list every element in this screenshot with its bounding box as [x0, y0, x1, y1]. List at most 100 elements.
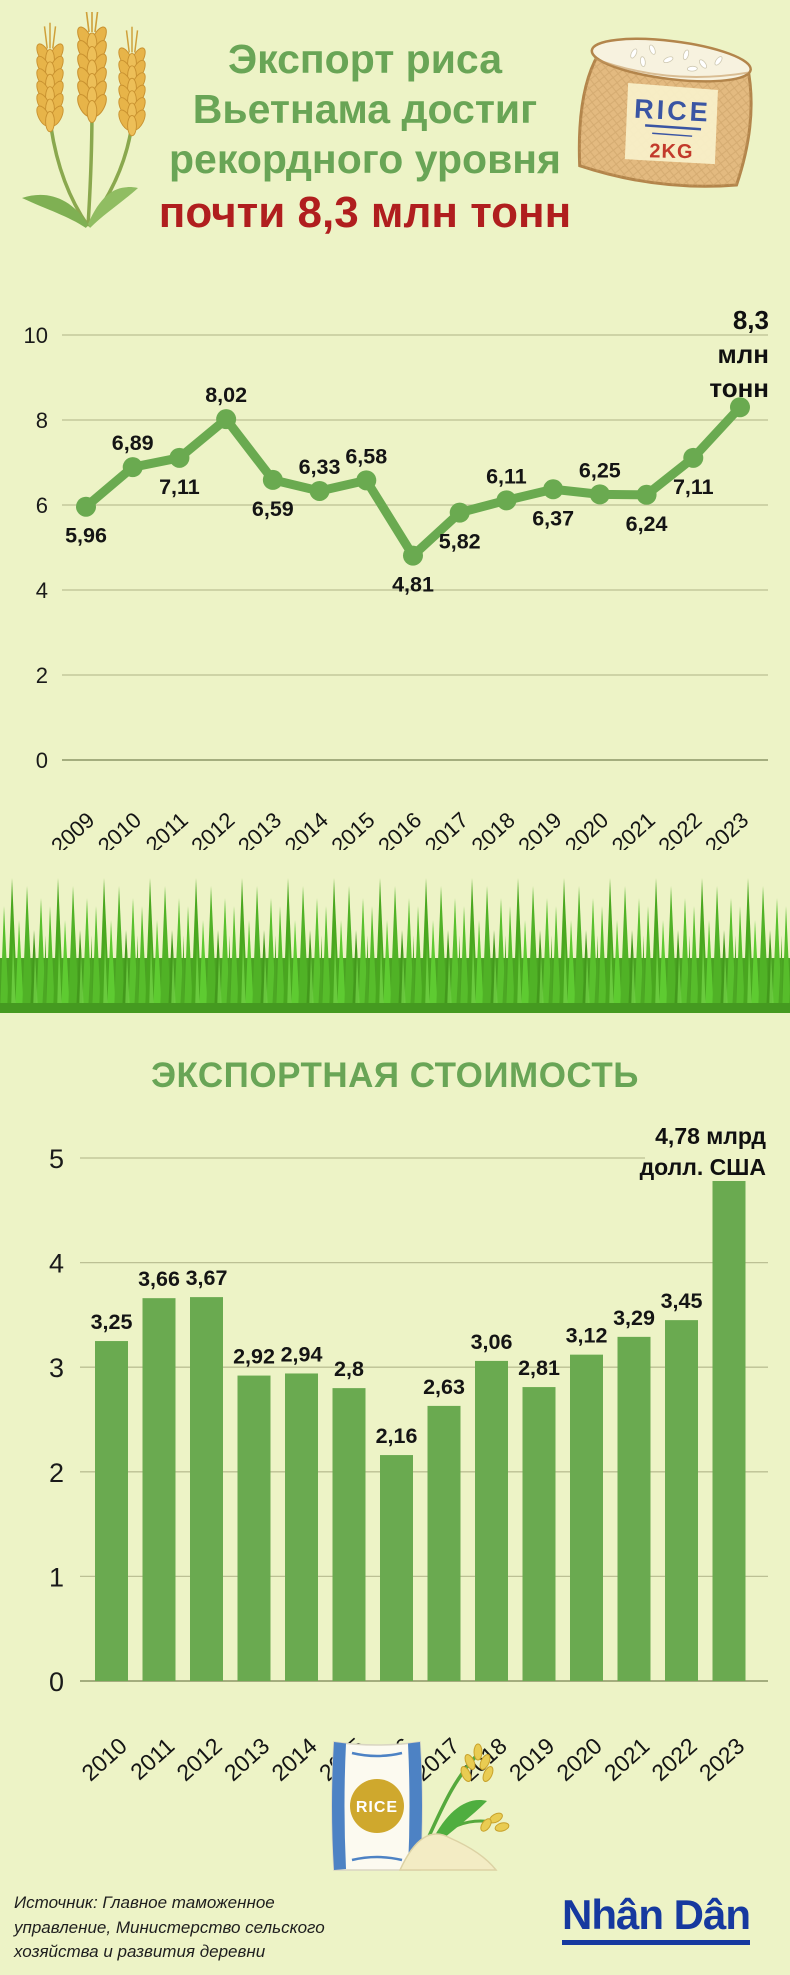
x-tick-label: 2020 — [560, 807, 613, 850]
subtitle-red: почти 8,3 млн тонн — [158, 188, 572, 238]
wheat-awn — [43, 26, 48, 49]
data-point — [729, 397, 750, 418]
bar — [570, 1354, 603, 1681]
x-tick-label: 2016 — [373, 807, 426, 850]
x-tick-label: 2011 — [141, 807, 193, 850]
nhandan-logo: Nhân Dân — [561, 1891, 751, 1945]
bar — [190, 1297, 223, 1681]
y-tick-label: 4 — [36, 578, 48, 603]
bar-label: 3,45 — [661, 1289, 703, 1313]
wheat-awn — [134, 30, 139, 53]
x-tick-label: 2021 — [599, 1732, 654, 1785]
x-tick-label: 2020 — [551, 1732, 606, 1785]
record-annotation: 8,3 — [733, 305, 769, 335]
source-text: Источник: Главное таможенное управление,… — [14, 1891, 325, 1965]
bar-label: 3,25 — [91, 1310, 133, 1334]
sack-label-text: RICE — [633, 94, 711, 128]
wheat-grain — [127, 115, 137, 137]
source-line-1: Источник: Главное таможенное — [14, 1893, 275, 1912]
data-point — [356, 470, 377, 491]
rice-plant — [420, 1743, 510, 1852]
point-label: 6,59 — [252, 497, 294, 521]
grass-band — [0, 872, 790, 1013]
point-label: 4,81 — [392, 573, 434, 597]
x-tick-label: 2009 — [46, 807, 99, 850]
wheat-ear — [118, 26, 146, 137]
x-tick-label: 2019 — [513, 807, 566, 850]
data-point — [683, 447, 704, 468]
bar — [332, 1388, 366, 1681]
point-label: 5,96 — [65, 524, 107, 548]
point-label: 7,11 — [673, 475, 714, 499]
data-point — [169, 447, 190, 468]
point-label: 7,11 — [159, 475, 200, 499]
title-line-2: Вьетнама достиг — [192, 86, 538, 133]
grass-blades — [0, 872, 790, 1013]
bar-label: 2,81 — [518, 1356, 560, 1380]
rice-sack-illustration: RICE 2KG — [573, 37, 758, 194]
y-tick-label: 5 — [49, 1144, 64, 1174]
bar — [237, 1375, 271, 1681]
bar — [142, 1298, 176, 1681]
data-point — [122, 457, 143, 478]
y-tick-label: 8 — [36, 408, 48, 433]
sack-label-panel — [624, 82, 718, 165]
rice-grains — [630, 44, 723, 72]
point-label: 8,02 — [205, 383, 247, 407]
title-line-3: рекордного уровня — [169, 136, 561, 183]
data-point — [262, 469, 283, 490]
wheat-leaf — [88, 187, 138, 228]
bar-label: 2,8 — [334, 1357, 364, 1381]
point-label: 6,11 — [486, 464, 527, 488]
bar — [427, 1405, 461, 1681]
bar-label: 3,06 — [471, 1330, 513, 1354]
data-point — [496, 490, 517, 511]
wheat-awn — [52, 26, 57, 49]
title-line-1: Экспорт риса — [227, 36, 503, 82]
data-point — [402, 545, 423, 566]
x-tick-label: 2012 — [171, 1732, 226, 1785]
y-tick-label: 0 — [49, 1667, 64, 1697]
header-title-block: Экспорт риса Вьетнама достиг рекордного … — [148, 34, 582, 240]
source-line-2: управление, Министерство сельского — [14, 1917, 325, 1937]
x-tick-label: 2015 — [327, 807, 380, 850]
x-tick-label: 2022 — [646, 1732, 701, 1785]
bar-label: 3,67 — [186, 1266, 228, 1290]
bar-label: 2,16 — [376, 1424, 418, 1448]
point-label: 6,37 — [532, 506, 574, 530]
y-tick-label: 10 — [24, 323, 48, 348]
y-tick-label: 0 — [36, 748, 48, 773]
section2-title: ЭКСПОРТНАЯ СТОИМОСТЬ — [151, 1056, 639, 1095]
point-label: 6,89 — [112, 431, 154, 455]
sack-weight-text: 2KG — [649, 140, 694, 163]
x-tick-label: 2023 — [700, 807, 753, 850]
x-tick-label: 2023 — [694, 1732, 749, 1785]
bar-label: 3,29 — [613, 1306, 655, 1330]
point-label: 6,25 — [579, 458, 621, 482]
bar-label: 3,12 — [566, 1324, 608, 1348]
bar-label: 3,66 — [138, 1267, 180, 1291]
bar — [475, 1360, 508, 1681]
rice-pile — [398, 1833, 498, 1871]
x-tick-label: 2011 — [125, 1732, 179, 1784]
x-tick-label: 2010 — [93, 807, 146, 850]
x-tick-label: 2014 — [280, 807, 333, 850]
bar-label: 2,63 — [423, 1375, 465, 1399]
record-annotation: млн — [718, 339, 769, 369]
point-label: 6,33 — [299, 455, 341, 479]
y-tick-label: 2 — [36, 663, 48, 688]
bar-label: 2,94 — [281, 1342, 323, 1366]
rice-bag-illustration: RICE — [331, 1741, 510, 1871]
grain-cluster — [460, 1743, 510, 1832]
x-tick-label: 2013 — [233, 807, 286, 850]
bar — [522, 1387, 556, 1681]
data-point — [76, 496, 96, 517]
record-annotation: тонн — [709, 373, 769, 403]
wheat-ear — [77, 12, 107, 123]
x-tick-label: 2012 — [186, 807, 239, 850]
wheat-stem — [86, 107, 94, 227]
value-annotation: 4,78 млрд — [655, 1123, 766, 1149]
bar — [285, 1373, 318, 1681]
x-tick-label: 2018 — [467, 807, 520, 850]
